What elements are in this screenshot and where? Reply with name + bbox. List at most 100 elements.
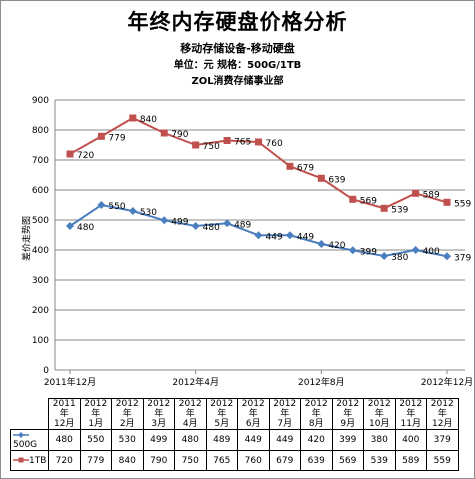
table-cell: 489 xyxy=(205,429,238,451)
data-point-1TB xyxy=(129,114,137,122)
table-corner xyxy=(10,398,49,430)
data-point-1TB xyxy=(317,174,325,182)
data-point-500G xyxy=(285,231,294,240)
table-cell: 449 xyxy=(237,429,270,451)
table-header-cell: 2012年 9月 xyxy=(331,398,364,430)
data-label-1TB: 679 xyxy=(297,163,314,173)
data-point-500G xyxy=(317,240,326,248)
data-point-1TB xyxy=(192,141,200,149)
y-tick-label: 500 xyxy=(32,216,49,226)
data-point-1TB xyxy=(66,150,74,158)
table-cell: 679 xyxy=(268,450,301,471)
data-label-1TB: 539 xyxy=(391,205,408,215)
table-header-cell: 2012年 5月 xyxy=(205,398,238,430)
y-tick-label: 200 xyxy=(32,306,49,316)
data-label-1TB: 760 xyxy=(266,139,283,149)
data-label-500G: 489 xyxy=(234,220,251,230)
chart-title: 年终内存硬盘价格分析 xyxy=(127,10,348,34)
legend-key-500G xyxy=(13,431,29,438)
data-point-500G xyxy=(160,216,169,225)
table-header-cell: 2012年 11月 xyxy=(394,398,427,430)
table-cell: 400 xyxy=(394,429,427,451)
data-point-1TB xyxy=(380,204,388,212)
data-label-1TB: 765 xyxy=(234,138,251,148)
data-label-1TB: 720 xyxy=(77,151,94,161)
y-tick-label: 600 xyxy=(32,186,49,196)
table-cell: 639 xyxy=(300,450,333,471)
data-label-500G: 449 xyxy=(266,232,283,242)
table-header-cell: 2012年 3月 xyxy=(142,398,175,430)
data-label-500G: 480 xyxy=(77,223,94,233)
table-cell: 750 xyxy=(174,450,207,471)
x-tick-label: 2011年12月 xyxy=(44,376,96,388)
data-point-1TB xyxy=(443,198,451,206)
series-line-1TB xyxy=(69,116,448,210)
data-point-500G xyxy=(254,231,263,240)
data-point-500G xyxy=(223,219,232,228)
data-label-1TB: 569 xyxy=(360,196,377,206)
data-point-500G xyxy=(191,222,200,230)
data-label-1TB: 589 xyxy=(423,190,440,200)
x-tick-label: 2012年4月 xyxy=(172,376,219,388)
table-header-cell: 2011年 12月 xyxy=(48,398,81,430)
table-cell: 480 xyxy=(48,429,81,451)
table-cell: 720 xyxy=(48,450,81,471)
table-cell: 840 xyxy=(111,450,144,471)
data-label-1TB: 790 xyxy=(171,130,188,140)
y-tick-label: 0 xyxy=(43,366,49,376)
data-point-500G xyxy=(66,222,74,230)
y-tick-label: 800 xyxy=(32,126,49,136)
data-label-500G: 480 xyxy=(203,223,220,233)
table-header-cell: 2012年 6月 xyxy=(237,398,270,430)
table-header-row: 2011年 12月 2012年 1月 2012年 2月 2012年 3月 2012年 4月 2012… xyxy=(10,398,459,430)
table-header-cell: 2012年 7月 xyxy=(268,398,301,430)
data-label-500G: 449 xyxy=(297,232,314,242)
chart-subtitle-source: ZOL消费存储事业部 xyxy=(191,76,284,87)
data-point-1TB xyxy=(349,195,357,203)
data-label-500G: 379 xyxy=(454,253,471,263)
data-label-500G: 550 xyxy=(108,202,125,212)
y-tick-label: 300 xyxy=(32,276,49,286)
data-point-500G xyxy=(380,252,389,260)
table-cell: 530 xyxy=(111,429,144,451)
chart-subtitle-product: 移动存储设备-移动硬盘 xyxy=(180,42,295,55)
legend-label: 500G xyxy=(13,440,38,450)
table-cell: 589 xyxy=(394,450,427,471)
table-cell: 499 xyxy=(142,429,175,451)
data-label-500G: 530 xyxy=(140,208,157,218)
data-label-1TB: 840 xyxy=(140,115,157,125)
data-point-1TB xyxy=(255,138,262,146)
table-header-cell: 2012年 2月 xyxy=(111,398,144,430)
table-cell: 449 xyxy=(268,429,301,451)
data-point-1TB xyxy=(412,189,420,197)
data-label-500G: 400 xyxy=(423,247,440,257)
data-label-1TB: 559 xyxy=(454,199,471,209)
data-label-500G: 420 xyxy=(328,241,345,251)
table-cell: 765 xyxy=(205,450,238,471)
data-point-1TB xyxy=(223,137,231,144)
table-cell: 399 xyxy=(331,429,364,451)
legend-label: 1TB xyxy=(29,455,47,466)
table-cell: 420 xyxy=(300,429,333,451)
legend-key-1TB xyxy=(13,457,29,463)
y-tick-label: 900 xyxy=(32,96,49,106)
table-row: 1TB 720 779 840 790 750 765 760 679 639 569 539 589 5… xyxy=(10,450,459,471)
data-label-1TB: 750 xyxy=(203,142,220,152)
table-cell: 550 xyxy=(79,429,112,451)
data-label-500G: 499 xyxy=(171,217,188,227)
y-tick-label: 700 xyxy=(32,156,49,166)
x-tick-label: 2012年12月 xyxy=(421,376,473,388)
data-label-1TB: 639 xyxy=(328,175,345,185)
table-cell: 569 xyxy=(331,450,364,471)
data-table: 2011年 12月 2012年 1月 2012年 2月 2012年 3月 2012年 4月 2012… xyxy=(10,398,459,471)
table-cell: 380 xyxy=(363,429,396,451)
table-cell: 790 xyxy=(142,450,175,471)
table-header-cell: 2012年 8月 xyxy=(300,398,333,430)
table-cell: 539 xyxy=(363,450,396,471)
data-label-500G: 380 xyxy=(391,253,408,263)
table-header-cell: 2012年 10月 xyxy=(363,398,396,430)
data-point-500G xyxy=(128,207,137,215)
table-series-label: 500G xyxy=(10,429,49,451)
chart-subtitle-unit-spec: 单位：元 规格：500G/1TB xyxy=(173,60,302,71)
